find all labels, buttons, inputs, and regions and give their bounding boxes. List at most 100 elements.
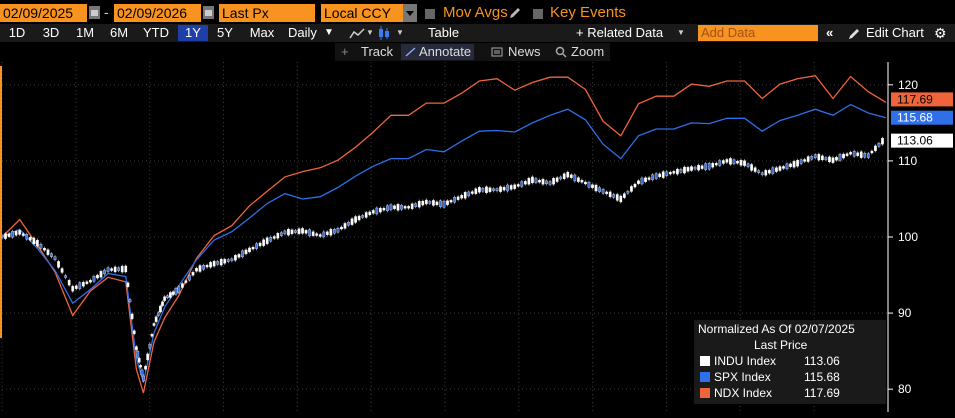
legend-item-value: 113.06	[804, 354, 840, 368]
candle-body	[548, 181, 552, 185]
key-events-checkbox[interactable]	[533, 9, 543, 19]
series-line-ndx[interactable]	[1, 74, 887, 394]
candle-body	[4, 233, 7, 239]
candle-body	[166, 295, 169, 298]
candle-body	[637, 180, 640, 184]
candle-body	[103, 269, 106, 275]
candle-body	[198, 265, 202, 272]
candle-body	[690, 166, 693, 171]
last-value-tag-label: 115.68	[897, 111, 933, 125]
crosshair-icon[interactable]: +	[341, 44, 349, 59]
line-chart-icon[interactable]	[349, 27, 365, 39]
period-tab-1d[interactable]: 1D	[8, 25, 26, 40]
related-data-button[interactable]: + Related Data	[576, 25, 664, 40]
candle-body	[191, 272, 195, 276]
legend-item-spx[interactable]: SPX Index 115.68	[700, 370, 840, 384]
add-data-input[interactable]: Add Data	[698, 25, 818, 41]
pencil-icon[interactable]	[508, 6, 522, 20]
candle-body	[598, 187, 601, 192]
calendar-icon[interactable]	[89, 6, 100, 19]
candle-body	[817, 153, 821, 161]
candle-body	[308, 229, 311, 236]
candle-body	[661, 171, 665, 178]
period-tab-3d[interactable]: 3D	[42, 25, 60, 40]
candle-body	[435, 201, 439, 206]
candle-body	[707, 163, 711, 170]
candle-body	[821, 155, 824, 161]
legend-item-ndx[interactable]: NDX Index 117.69	[700, 386, 840, 400]
legend-swatch	[700, 356, 710, 366]
mov-avgs-label[interactable]: Mov Avgs	[443, 4, 508, 21]
zoom-button[interactable]: Zoom	[571, 44, 605, 59]
track-button[interactable]: Track	[361, 44, 394, 59]
candle-body	[520, 181, 524, 187]
candle-body	[137, 358, 141, 363]
chevron-down-icon[interactable]: ▼	[366, 28, 374, 37]
chevron-down-icon[interactable]: ▼	[324, 27, 334, 38]
candle-body	[364, 212, 368, 218]
gear-icon[interactable]: ⚙	[934, 25, 947, 41]
series-candles-indu[interactable]	[0, 136, 884, 383]
candle-body	[594, 184, 598, 192]
candle-body	[584, 181, 587, 185]
mov-avgs-checkbox[interactable]	[425, 9, 435, 19]
period-tab-1y[interactable]: 1Y	[178, 25, 208, 41]
candle-body	[562, 173, 566, 179]
field-select[interactable]: Last Px	[219, 4, 315, 22]
currency-select[interactable]: Local CCY	[321, 4, 403, 22]
period-tab-ytd[interactable]: YTD	[143, 25, 169, 40]
edit-chart-button[interactable]: Edit Chart	[866, 25, 924, 40]
legend-item-indu[interactable]: INDU Index 113.06	[700, 354, 840, 368]
candle-body	[350, 218, 354, 225]
candle-body	[577, 177, 580, 182]
legend-item-value: 115.68	[804, 370, 840, 384]
candle-body	[630, 186, 633, 192]
chevron-down-icon[interactable]: ▼	[677, 28, 685, 37]
candle-body	[615, 194, 619, 201]
candle-body	[60, 268, 64, 273]
start-date-field[interactable]: 02/09/2025	[0, 4, 87, 22]
period-tab-1m[interactable]: 1M	[75, 25, 95, 40]
annotate-button[interactable]: Annotate	[401, 44, 475, 60]
candle-body	[658, 173, 662, 178]
news-button[interactable]: News	[508, 44, 541, 59]
candle-body	[877, 143, 881, 147]
candle-body	[569, 174, 573, 178]
candle-body	[424, 199, 428, 205]
candle-body	[552, 178, 555, 185]
chart-legend: Normalized As Of 02/07/2025 Last Price I…	[694, 320, 886, 404]
candle-body	[371, 210, 375, 214]
candlestick-icon[interactable]	[377, 26, 391, 40]
chevron-down-icon[interactable]: ▼	[396, 28, 404, 37]
candle-body	[396, 204, 400, 211]
candle-body	[587, 182, 591, 188]
candle-body	[619, 195, 623, 203]
candle-body	[746, 163, 750, 167]
candle-body	[538, 180, 541, 183]
candle-body	[743, 160, 746, 166]
candle-body	[428, 201, 432, 204]
candle-body	[32, 237, 36, 245]
candle-body	[301, 228, 304, 234]
key-events-label[interactable]: Key Events	[550, 4, 626, 21]
candle-body	[25, 234, 29, 240]
candle-body	[318, 234, 322, 237]
candle-body	[757, 170, 761, 173]
candle-body	[333, 229, 336, 234]
candle-body	[785, 163, 789, 170]
period-tab-max[interactable]: Max	[249, 25, 275, 40]
collapse-icon[interactable]: «	[826, 25, 834, 40]
candle-body	[322, 231, 326, 238]
candle-body	[676, 168, 679, 175]
table-button[interactable]: Table	[428, 25, 460, 40]
calendar-icon[interactable]	[203, 6, 214, 19]
candle-body	[315, 233, 319, 236]
candle-body	[488, 187, 492, 192]
frequency-select[interactable]: Daily	[288, 25, 317, 40]
end-date-field[interactable]: 02/09/2026	[114, 4, 201, 22]
chevron-down-icon[interactable]	[403, 4, 417, 22]
pencil-icon[interactable]	[848, 27, 861, 40]
period-tab-6m[interactable]: 6M	[109, 25, 129, 40]
period-tab-5y[interactable]: 5Y	[217, 25, 233, 40]
